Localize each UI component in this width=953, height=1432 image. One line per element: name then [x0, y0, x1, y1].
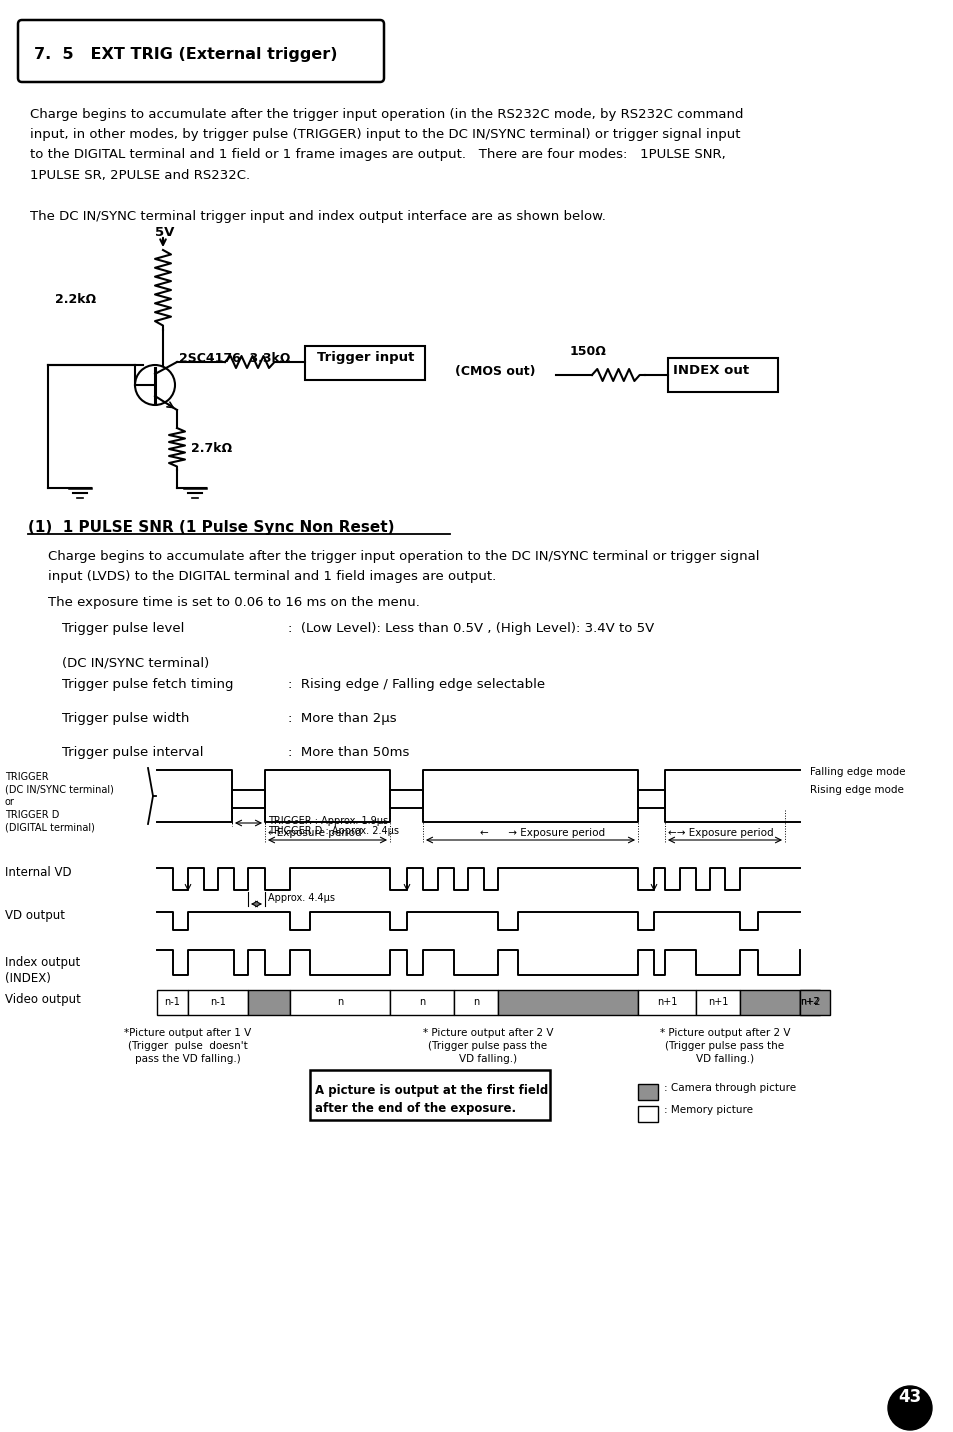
- Text: * Picture output after 2 V
(Trigger pulse pass the
VD falling.): * Picture output after 2 V (Trigger puls…: [659, 1028, 789, 1064]
- Text: n+2: n+2: [799, 997, 820, 1007]
- Text: 150Ω: 150Ω: [569, 345, 606, 358]
- Bar: [390, 990, 454, 1015]
- Bar: [638, 990, 696, 1015]
- Bar: [248, 990, 290, 1015]
- Bar: [157, 990, 188, 1015]
- Text: TRIGGER : Approx. 1.9μs: TRIGGER : Approx. 1.9μs: [268, 816, 388, 826]
- Bar: [800, 990, 820, 1015]
- Bar: [305, 347, 424, 379]
- Text: n+1: n+1: [656, 997, 677, 1007]
- Text: Charge begins to accumulate after the trigger input operation to the DC IN/SYNC : Charge begins to accumulate after the tr…: [48, 550, 759, 583]
- Text: : Camera through picture: : Camera through picture: [663, 1083, 796, 1093]
- Text: 5V: 5V: [154, 226, 174, 239]
- Bar: [497, 990, 638, 1015]
- Text: TRIGGER
(DC IN/SYNC terminal)
or
TRIGGER D
(DIGITAL terminal): TRIGGER (DC IN/SYNC terminal) or TRIGGER…: [5, 772, 113, 832]
- Text: Index output
(INDEX): Index output (INDEX): [5, 957, 80, 985]
- Bar: [740, 990, 800, 1015]
- Circle shape: [887, 1386, 931, 1431]
- Text: Trigger pulse interval: Trigger pulse interval: [62, 746, 203, 759]
- Text: ←      → Exposure period: ← → Exposure period: [479, 828, 604, 838]
- Text: INDEX out: INDEX out: [672, 364, 748, 377]
- Text: 43: 43: [898, 1388, 921, 1406]
- Text: n+1: n+1: [707, 997, 727, 1007]
- Text: 2SC4176  3.3kΩ: 2SC4176 3.3kΩ: [179, 352, 290, 365]
- Text: TRIGGER D : Approx. 2.4μs: TRIGGER D : Approx. 2.4μs: [268, 826, 398, 836]
- Text: VD output: VD output: [5, 909, 65, 922]
- Text: * Picture output after 2 V
(Trigger pulse pass the
VD falling.): * Picture output after 2 V (Trigger puls…: [422, 1028, 553, 1064]
- Bar: [638, 1106, 658, 1123]
- Bar: [800, 990, 829, 1015]
- Text: A picture is output at the first field
after the end of the exposure.: A picture is output at the first field a…: [314, 1084, 548, 1116]
- Text: n+2: n+2: [800, 998, 819, 1007]
- Text: 7.  5   EXT TRIG (External trigger): 7. 5 EXT TRIG (External trigger): [34, 47, 337, 63]
- Text: *Picture output after 1 V
(Trigger  pulse  doesn't
pass the VD falling.): *Picture output after 1 V (Trigger pulse…: [124, 1028, 252, 1064]
- Text: Falling edge mode: Falling edge mode: [809, 768, 904, 778]
- Text: Rising edge mode: Rising edge mode: [809, 785, 902, 795]
- Text: 2.2kΩ: 2.2kΩ: [55, 294, 96, 306]
- Text: :  More than 2μs: : More than 2μs: [288, 712, 396, 725]
- Text: n-1: n-1: [164, 997, 180, 1007]
- Bar: [290, 990, 390, 1015]
- Text: :  More than 50ms: : More than 50ms: [288, 746, 409, 759]
- Text: :  (Low Level): Less than 0.5V , (High Level): 3.4V to 5V: : (Low Level): Less than 0.5V , (High Le…: [288, 621, 654, 634]
- Bar: [454, 990, 497, 1015]
- Text: n: n: [336, 997, 343, 1007]
- Text: (CMOS out): (CMOS out): [455, 365, 535, 378]
- Text: 2.7kΩ: 2.7kΩ: [191, 442, 232, 455]
- Text: n: n: [473, 997, 478, 1007]
- FancyBboxPatch shape: [18, 20, 384, 82]
- Bar: [696, 990, 740, 1015]
- Bar: [310, 1070, 550, 1120]
- Text: ←Exposure period: ←Exposure period: [268, 828, 361, 838]
- Text: The exposure time is set to 0.06 to 16 ms on the menu.: The exposure time is set to 0.06 to 16 m…: [48, 596, 419, 609]
- Text: n: n: [418, 997, 425, 1007]
- Text: Trigger pulse width: Trigger pulse width: [62, 712, 190, 725]
- Text: Approx. 4.4μs: Approx. 4.4μs: [268, 894, 335, 904]
- Text: Trigger pulse fetch timing: Trigger pulse fetch timing: [62, 677, 233, 692]
- Text: :  Rising edge / Falling edge selectable: : Rising edge / Falling edge selectable: [288, 677, 544, 692]
- Bar: [667, 358, 778, 392]
- Bar: [188, 990, 248, 1015]
- Text: (DC IN/SYNC terminal): (DC IN/SYNC terminal): [62, 656, 209, 669]
- Text: ←→ Exposure period: ←→ Exposure period: [667, 828, 773, 838]
- Text: Trigger pulse level: Trigger pulse level: [62, 621, 184, 634]
- Text: n-1: n-1: [210, 997, 226, 1007]
- Text: Internal VD: Internal VD: [5, 866, 71, 879]
- Text: Video output: Video output: [5, 994, 81, 1007]
- Bar: [638, 1084, 658, 1100]
- Text: : Memory picture: : Memory picture: [663, 1106, 752, 1116]
- Text: Trigger input: Trigger input: [316, 351, 414, 365]
- Text: The DC IN/SYNC terminal trigger input and index output interface are as shown be: The DC IN/SYNC terminal trigger input an…: [30, 211, 605, 223]
- Text: (1)  1 PULSE SNR (1 Pulse Sync Non Reset): (1) 1 PULSE SNR (1 Pulse Sync Non Reset): [28, 520, 395, 536]
- Text: Charge begins to accumulate after the trigger input operation (in the RS232C mod: Charge begins to accumulate after the tr…: [30, 107, 742, 182]
